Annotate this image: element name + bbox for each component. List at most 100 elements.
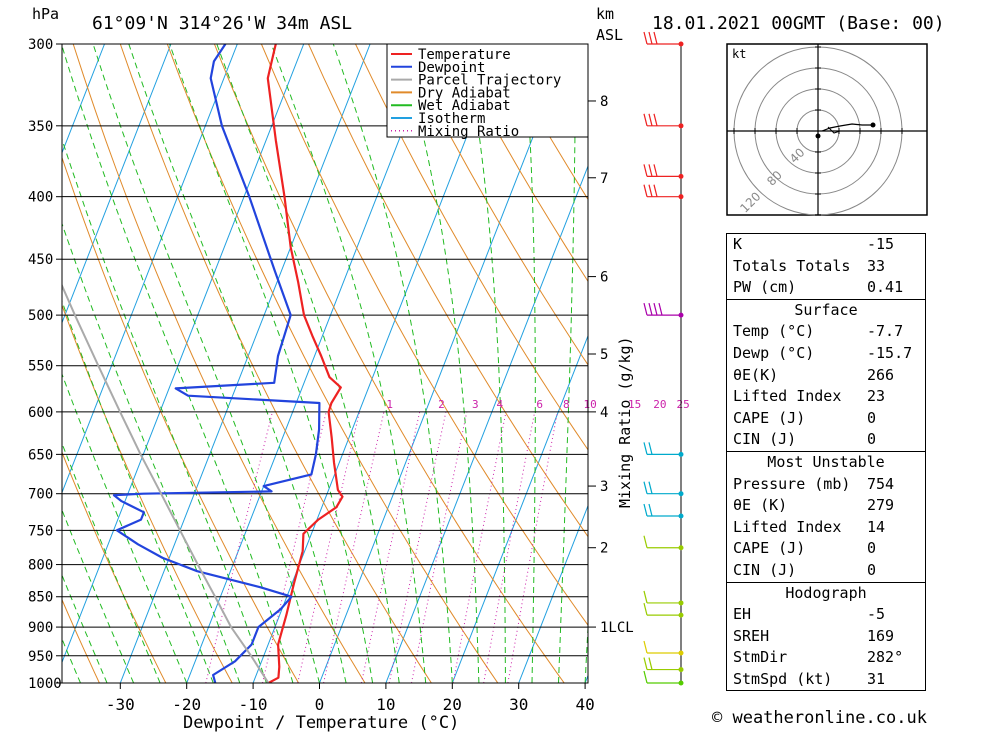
dry-adiabat-line xyxy=(920,44,1000,683)
wind-barb-feather xyxy=(643,31,648,45)
wind-barb-feather xyxy=(653,302,658,316)
sreh-label: SREH xyxy=(733,626,770,645)
temp-tick-label: 40 xyxy=(575,695,594,714)
surface-theta-value: 266 xyxy=(867,365,895,384)
info-panel: K -15 Totals Totals 33 PW (cm) 0.41 Surface… xyxy=(726,233,926,692)
mu-theta-label: θE (K) xyxy=(733,496,788,515)
pw-value: 0.41 xyxy=(867,278,904,297)
wet-adiabat-line xyxy=(399,44,480,683)
pressure-unit-label: hPa xyxy=(32,5,59,23)
mu-cin-label: CIN (J) xyxy=(733,560,797,579)
eh-value: -5 xyxy=(867,605,886,624)
dry-adiabat-line xyxy=(62,598,100,683)
wet-adiabat-line xyxy=(92,44,320,683)
wind-barb-feather xyxy=(653,113,658,126)
temp-tick-label: 0 xyxy=(315,695,325,714)
wind-barb xyxy=(643,481,684,497)
wind-barb-feather xyxy=(648,503,653,517)
dry-adiabat-line xyxy=(213,44,565,683)
pressure-tick-label: 550 xyxy=(28,359,53,375)
temp-tick-label: -10 xyxy=(239,695,268,714)
stmspd-value: 31 xyxy=(867,669,886,688)
wet-adiabat-line xyxy=(62,573,108,683)
wind-barb-feather xyxy=(653,31,658,45)
isotherm-line xyxy=(252,44,504,683)
k-value: -15 xyxy=(867,235,895,253)
legend-label: Isotherm xyxy=(418,111,485,127)
wind-barb-feather xyxy=(643,590,648,604)
isotherm-line xyxy=(62,44,305,664)
surface-cape-value: 0 xyxy=(867,408,877,427)
pressure-tick-label: 350 xyxy=(28,119,53,135)
mixing-ratio-label: 15 xyxy=(628,398,641,411)
temp-tick-label: 20 xyxy=(443,695,462,714)
mu-pressure-label: Pressure (mb) xyxy=(733,474,851,493)
datetime-title: 18.01.2021 00GMT (Base: 00) xyxy=(652,13,945,34)
wind-barb xyxy=(643,164,684,179)
pressure-tick-label: 650 xyxy=(28,447,53,463)
km-tick-label: 5 xyxy=(600,347,608,363)
wind-barb-column xyxy=(643,31,684,686)
isotherm-line xyxy=(385,164,588,683)
legend-label: Dry Adiabat xyxy=(418,85,511,101)
credit-link[interactable]: © weatheronline.co.uk xyxy=(712,708,927,728)
hodograph-unit-label: kt xyxy=(732,47,746,61)
wind-barb-feather xyxy=(643,164,648,177)
wind-barb xyxy=(643,590,684,606)
mu-cape-value: 0 xyxy=(867,539,877,558)
pressure-tick-label: 450 xyxy=(28,252,53,268)
mixing-ratio-label: 10 xyxy=(584,398,597,411)
pw-label: PW (cm) xyxy=(733,278,797,297)
mixing-ratio-line xyxy=(323,411,385,683)
pressure-tick-label: 700 xyxy=(28,487,53,503)
wet-adiabat-lines xyxy=(62,44,588,683)
temp-tick-label: -30 xyxy=(106,695,135,714)
km-tick-label: 6 xyxy=(600,270,608,286)
temperature-line xyxy=(266,44,344,683)
wind-barb xyxy=(643,442,684,457)
km-tick-label: 1LCL xyxy=(600,620,634,636)
hodograph-trace-low xyxy=(827,126,841,134)
wind-barb-feather xyxy=(643,657,648,670)
wind-barb-feather xyxy=(643,603,648,616)
mixing-ratio-axis-title: Mixing Ratio (g/kg) xyxy=(616,336,634,508)
stmdir-label: StmDir xyxy=(733,648,788,667)
legend-label: Mixing Ratio xyxy=(418,124,519,140)
pressure-tick-label: 300 xyxy=(28,37,53,53)
legend-box xyxy=(386,43,589,138)
wind-barb-feather xyxy=(643,535,648,548)
wind-barb-feather xyxy=(648,164,653,177)
stmdir-value: 282° xyxy=(867,648,904,667)
temp-tick-label: 30 xyxy=(509,695,528,714)
pressure-tick-label: 950 xyxy=(28,649,53,665)
hodograph-end-point xyxy=(870,122,876,128)
hodograph-stats-box: Hodograph EH -5 SREH 169 StmDir 282° StmSpd… xyxy=(726,582,926,692)
surface-temp-value: -7.7 xyxy=(867,322,904,341)
sreh-value: 169 xyxy=(867,626,895,645)
surface-li-value: 23 xyxy=(867,387,886,406)
mixing-ratio-labels: 1 2 3 4 6 8 10 15 20 25 xyxy=(386,398,689,411)
surface-theta-label: θE(K) xyxy=(733,365,779,384)
wet-adiabat-line xyxy=(332,44,453,683)
km-tick-label: 7 xyxy=(600,171,608,187)
eh-label: EH xyxy=(733,605,752,624)
mixing-ratio-line xyxy=(360,411,421,683)
parcel-trajectory-line xyxy=(62,283,270,683)
pressure-tick-label: 500 xyxy=(28,308,53,324)
mu-pressure-value: 754 xyxy=(867,474,895,493)
hodograph-stats-title: Hodograph xyxy=(785,583,867,602)
mixing-ratio-label: 1 xyxy=(386,398,393,411)
isotherm-line xyxy=(319,44,570,683)
totals-totals-label: Totals Totals xyxy=(733,256,851,275)
wind-barb-feather xyxy=(643,442,648,455)
legend-label: Parcel Trajectory xyxy=(418,73,561,89)
wind-barb-feather xyxy=(643,184,648,197)
dry-adiabat-line xyxy=(308,44,588,538)
mixing-ratio-line xyxy=(205,411,273,683)
km-tick-label: 4 xyxy=(600,405,608,421)
mu-cape-label: CAPE (J) xyxy=(733,539,806,558)
dry-adiabat-line xyxy=(449,44,588,283)
totals-totals-value: 33 xyxy=(867,256,886,275)
indices-box: K -15 Totals Totals 33 PW (cm) 0.41 xyxy=(726,233,926,300)
